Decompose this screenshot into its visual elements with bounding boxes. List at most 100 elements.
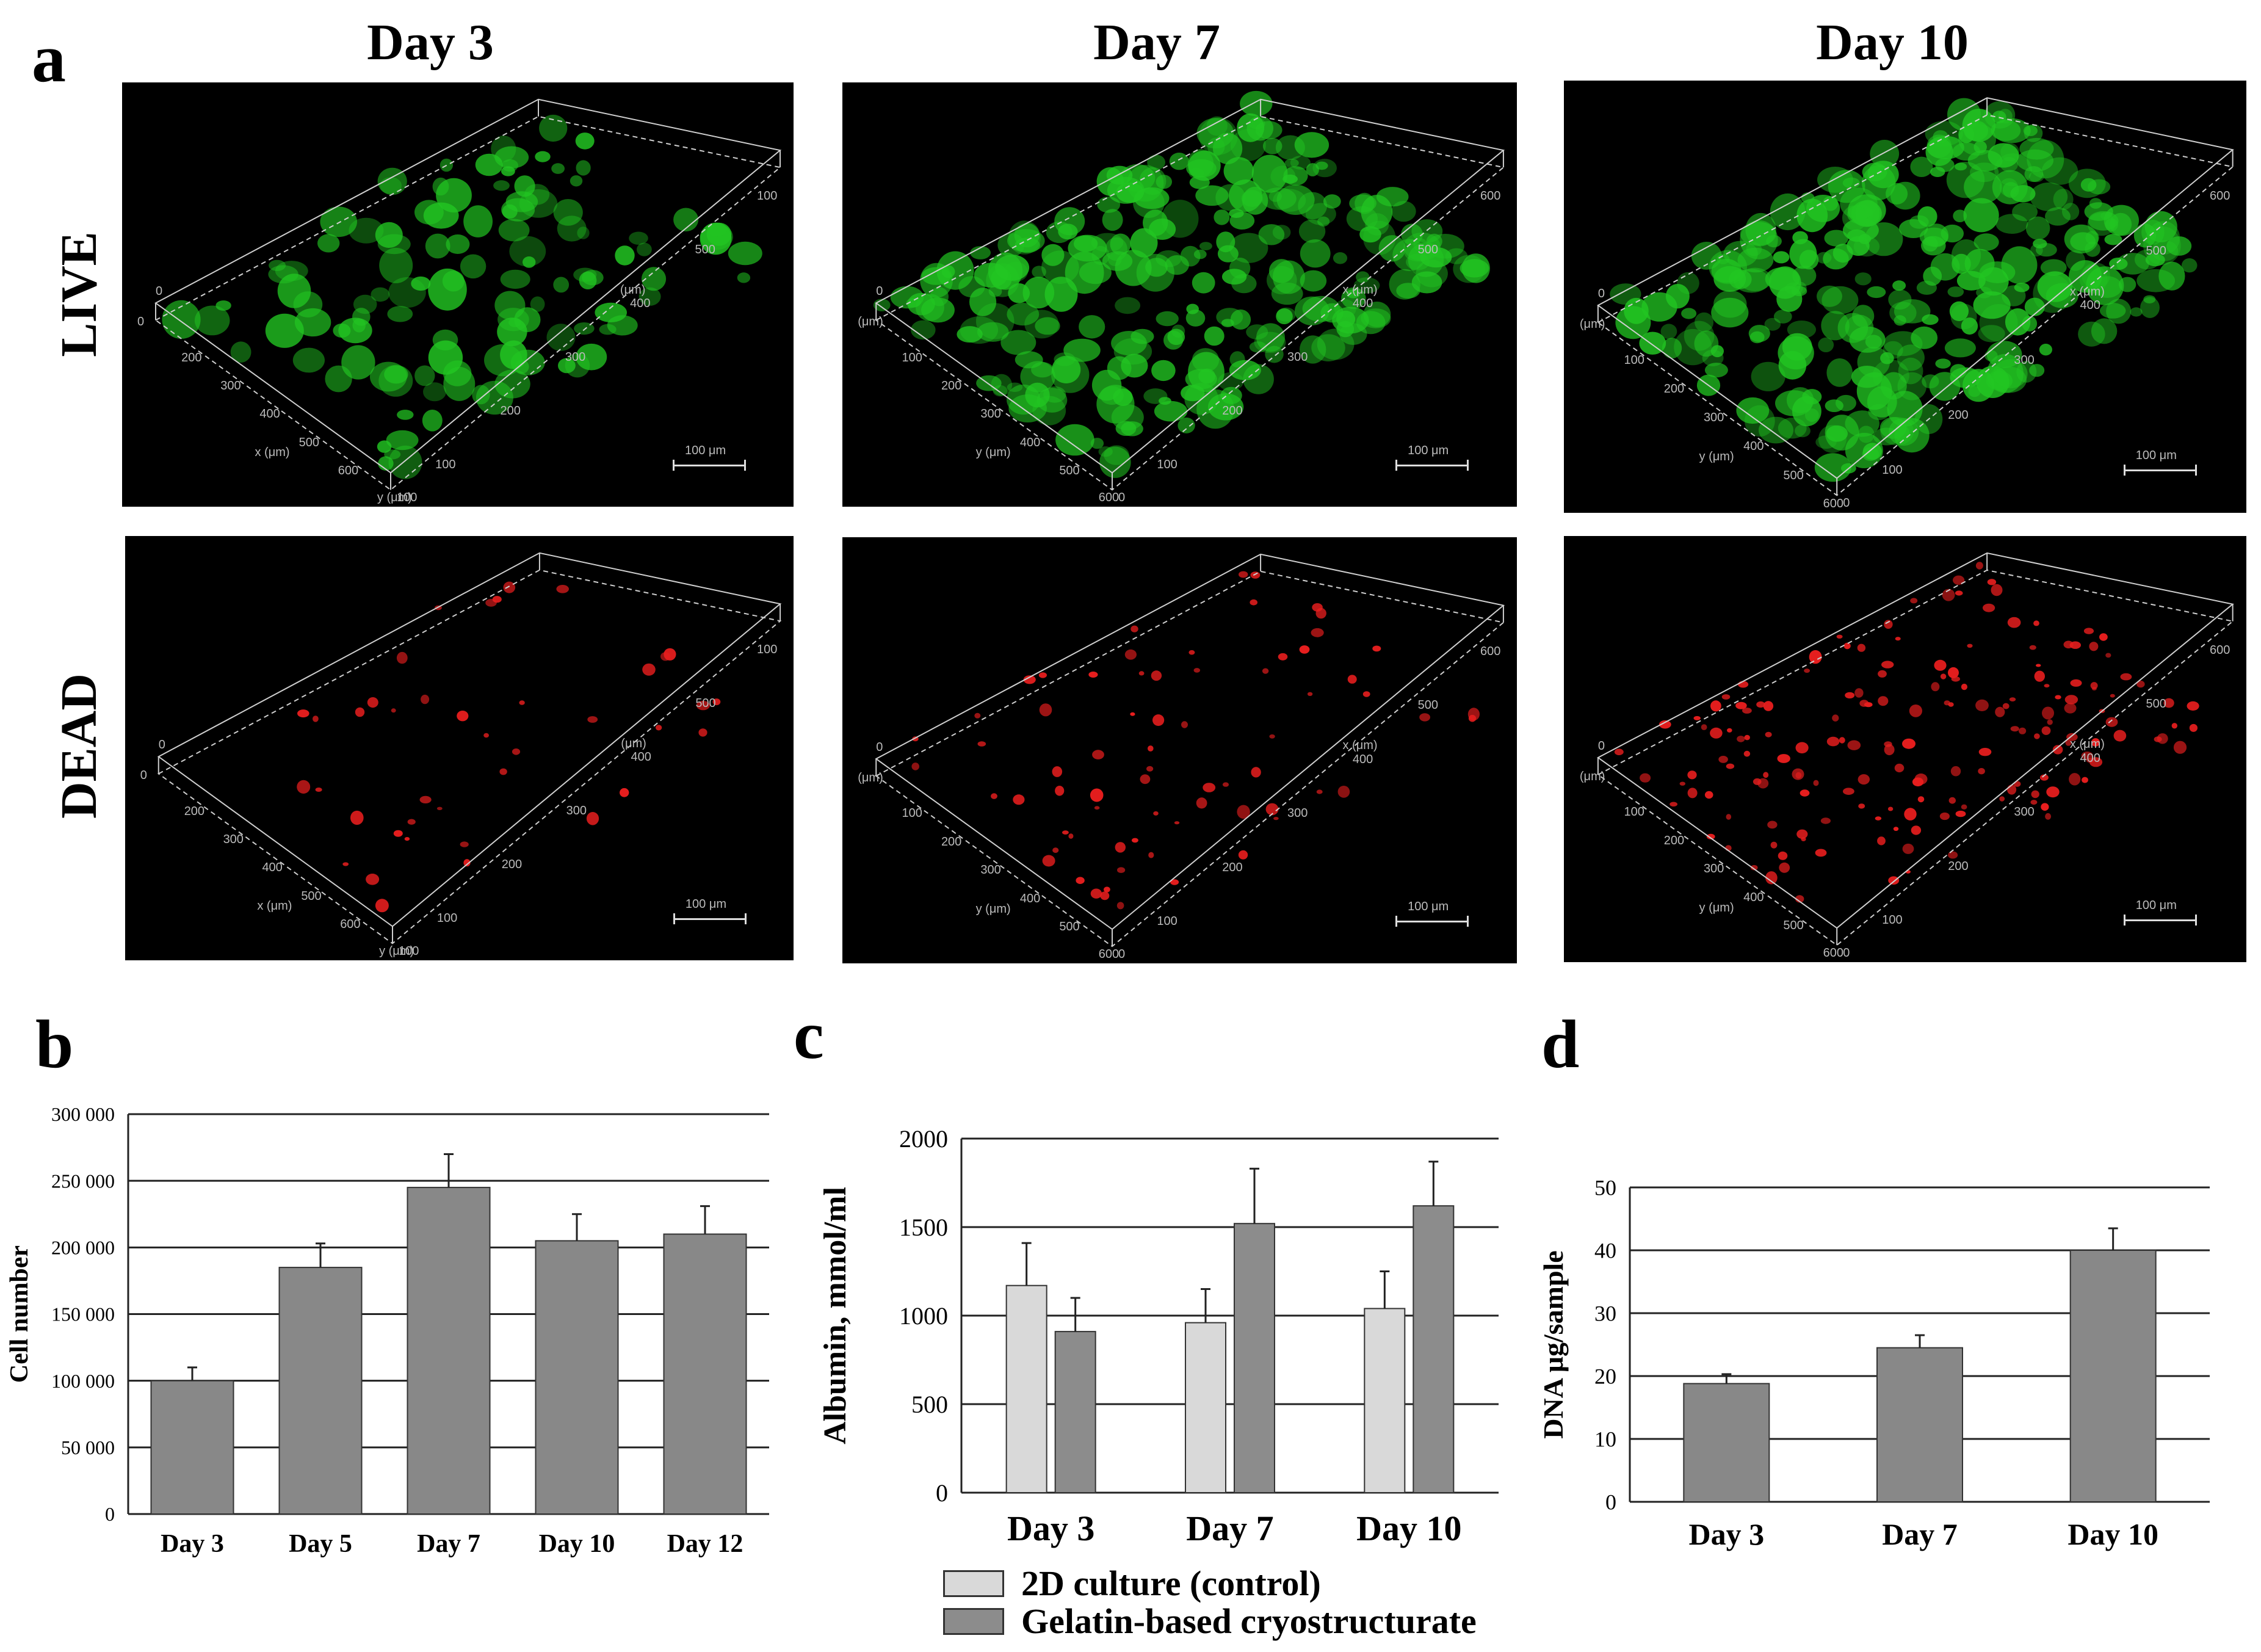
micrograph-axis-label: 0 [156,284,163,299]
micrograph-dead-day10: 100 200 300 400 500 600 100 200 300 400 500 600 y (μ… [1564,536,2246,962]
cell-cluster-live-day7 [873,90,1490,478]
micrograph-render-dead-day10 [1596,552,2234,946]
cell-cluster-live-day3 [162,114,762,479]
x-tick-label: Day 3 [161,1530,224,1558]
micrograph-axis-label: 0 [1597,739,1605,753]
micrograph-axis-label: 600 [1480,644,1501,658]
micrograph-axis-label: 300 [1703,862,1724,876]
micrograph-axis-label: 0 [140,769,147,783]
micrograph-axis-label: 100 [1157,914,1178,928]
micrograph-axis-label: 0 [1843,946,1850,960]
bar [1005,1284,1047,1493]
micrograph-axis-label: 200 [1663,382,1685,396]
micrograph-render-dead-day7 [875,553,1505,947]
micrograph-axis-label: 200 [1663,833,1685,847]
y-tick-label: 50 000 [61,1436,115,1458]
y-tick-label: 1000 [899,1302,948,1330]
x-tick-label: Day 3 [1689,1517,1765,1551]
micrograph-axis-label: 400 [631,750,651,764]
micrograph-axis-label: y (μm) [975,902,1011,916]
column-title-day7: Day 7 [1093,14,1220,71]
micrograph-axis-label: 100 [757,189,778,203]
micrograph-axis-label: x (μm) [2069,737,2105,752]
y-tick-label: 300 000 [51,1103,115,1125]
x-tick-label: Day 5 [289,1530,352,1558]
micrograph-axis-label: y (μm) [377,491,412,504]
micrograph-axis-label: 400 [1019,435,1041,449]
scale-bar [1395,459,1469,471]
micrograph-axis-label: 100 [902,350,922,364]
micrograph-axis-label: 300 [980,863,1001,877]
micrograph-axis-label: 200 [941,379,962,393]
micrograph-axis-label: 600 [1480,189,1501,203]
x-tick-label: Day 10 [2067,1517,2158,1551]
micrograph-axis-label: 500 [298,435,319,449]
micrograph-axis-label: y (μm) [379,944,414,958]
micrograph-axis-label: 200 [500,404,521,418]
micrograph-axis-label: (μm) [1579,317,1605,331]
micrograph-axis-label: x (μm) [2069,285,2105,299]
bar [1054,1331,1096,1494]
bar [1185,1322,1226,1494]
bar [1234,1223,1275,1493]
y-tick-label: 30 [1594,1302,1616,1326]
micrograph-axis-label: 200 [501,858,523,872]
micrograph-axis-label: 600 [1823,497,1843,510]
micrograph-axis-label: 400 [259,407,280,421]
micrograph-axis-label: 400 [2080,299,2100,313]
micrograph-axis-label: 200 [1222,860,1243,874]
micrograph-axis-label: 300 [2014,805,2035,819]
micrograph-axis-label: y (μm) [975,446,1011,460]
panel-letter-c: c [794,998,824,1073]
x-tick-label: Day 10 [539,1530,615,1558]
micrograph-axis-label: 600 [2210,643,2230,657]
x-tick-label: Day 7 [417,1530,480,1558]
y-tick-label: 0 [1605,1490,1616,1515]
bar [278,1267,363,1515]
legend-swatch-dark [943,1607,1004,1635]
micrograph-axis-label: 600 [1098,947,1120,961]
micrograph-axis-label: 500 [301,889,322,903]
micrograph-axis-label: x (μm) [255,446,290,460]
scale-bar [673,459,746,471]
micrograph-axis-label: 500 [695,697,716,711]
micrograph-axis-label: 300 [566,804,587,818]
y-tick-label: 0 [105,1503,115,1525]
scale-bar-label: 100 μm [2135,449,2177,463]
micrograph-axis-label: 400 [1352,752,1373,766]
micrograph-axis-label: 400 [262,861,283,875]
micrograph-axis-label: 100 [397,491,418,504]
micrograph-axis-label: 400 [1743,890,1764,904]
micrograph-axis-label: 100 [1624,805,1644,819]
micrograph-render-live-day7 [873,90,1505,491]
micrograph-live-day3: 100 200 300 400 500 100 200 300 400 500 600 y (μm) x… [122,82,794,507]
x-tick-label: Day 12 [667,1530,743,1558]
y-tick-label: 0 [936,1479,948,1507]
micrograph-axis-label: 400 [1352,297,1373,311]
micrograph-axis-label: 300 [220,379,241,393]
micrograph-axis-label: 0 [158,738,165,752]
column-title-day10: Day 10 [1816,14,1969,71]
x-tick-label: Day 10 [1356,1509,1461,1548]
cell-cluster-dead-day3 [297,581,721,913]
micrograph-axis-label: 100 [1157,458,1178,472]
y-tick-label: 20 [1594,1364,1616,1389]
micrograph-axis-label: x (μm) [1342,739,1378,753]
micrograph-axis-label: 300 [1287,350,1308,364]
micrograph-axis-label: 400 [1019,891,1041,905]
bar [663,1233,747,1515]
bar [535,1240,619,1515]
micrograph-dead-day7: 100 200 300 400 500 600 100 200 300 400 500 600 y (μ… [842,537,1517,963]
y-tick-label: 200 000 [51,1237,115,1259]
micrograph-axis-label: (μm) [858,315,883,329]
y-tick-label: 1500 [899,1214,948,1241]
micrograph-axis-label: 300 [1287,806,1308,821]
bar [1683,1383,1770,1503]
micrograph-axis-label: 600 [2210,189,2230,203]
micrograph-axis-label: 500 [695,243,715,257]
panel-letter-a: a [32,21,66,96]
micrograph-axis-label: 0 [137,315,145,329]
